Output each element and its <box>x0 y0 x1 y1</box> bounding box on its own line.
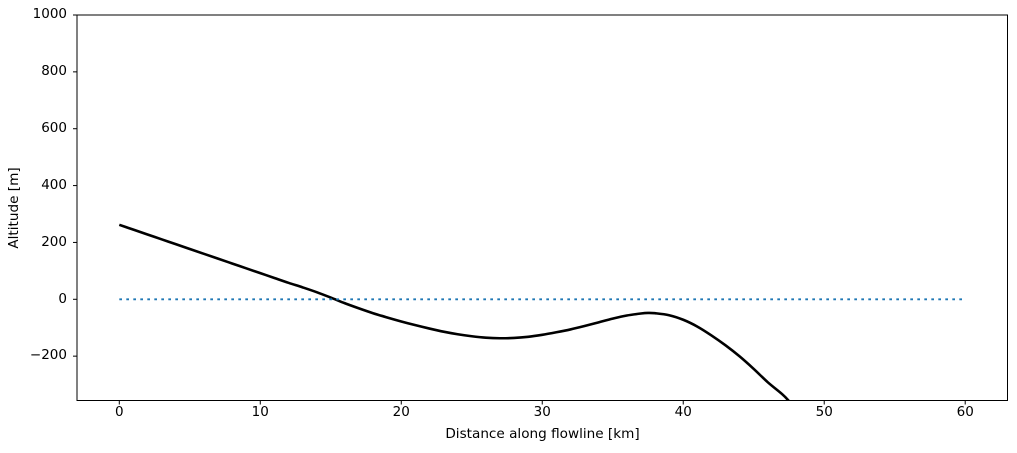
y-tick-label: −200 <box>29 347 67 364</box>
x-tick-label: 0 <box>114 404 124 420</box>
x-tick-label: 50 <box>815 404 833 420</box>
y-tick-label: 400 <box>41 176 67 193</box>
plot-border <box>76 14 1008 401</box>
x-tick-label: 20 <box>392 404 410 420</box>
x-tick-label: 60 <box>956 404 974 420</box>
y-tick-label: 1000 <box>32 6 67 23</box>
bed-profile-line <box>118 223 791 401</box>
y-tick-label: 200 <box>41 233 67 250</box>
x-tick-label: 40 <box>674 404 692 420</box>
x-axis-label: Distance along flowline [km] <box>445 426 640 442</box>
y-tick-label: 0 <box>58 290 67 307</box>
x-tick-label: 30 <box>533 404 551 420</box>
x-tick-label: 10 <box>251 404 269 420</box>
y-tick-label: 800 <box>41 63 67 80</box>
y-tick-label: 600 <box>41 119 67 136</box>
